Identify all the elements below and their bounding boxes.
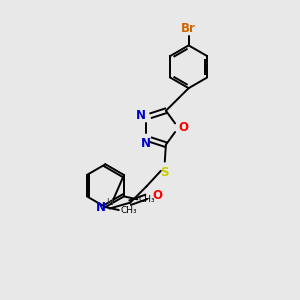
Text: Br: Br	[181, 22, 196, 35]
Text: S: S	[160, 166, 169, 179]
Text: O: O	[178, 121, 188, 134]
Text: CH₃: CH₃	[120, 206, 137, 214]
Text: H: H	[106, 197, 113, 206]
Text: N: N	[96, 201, 106, 214]
Text: CH₃: CH₃	[139, 195, 155, 204]
Text: N: N	[140, 137, 150, 150]
Text: N: N	[136, 109, 146, 122]
Text: O: O	[152, 189, 162, 202]
